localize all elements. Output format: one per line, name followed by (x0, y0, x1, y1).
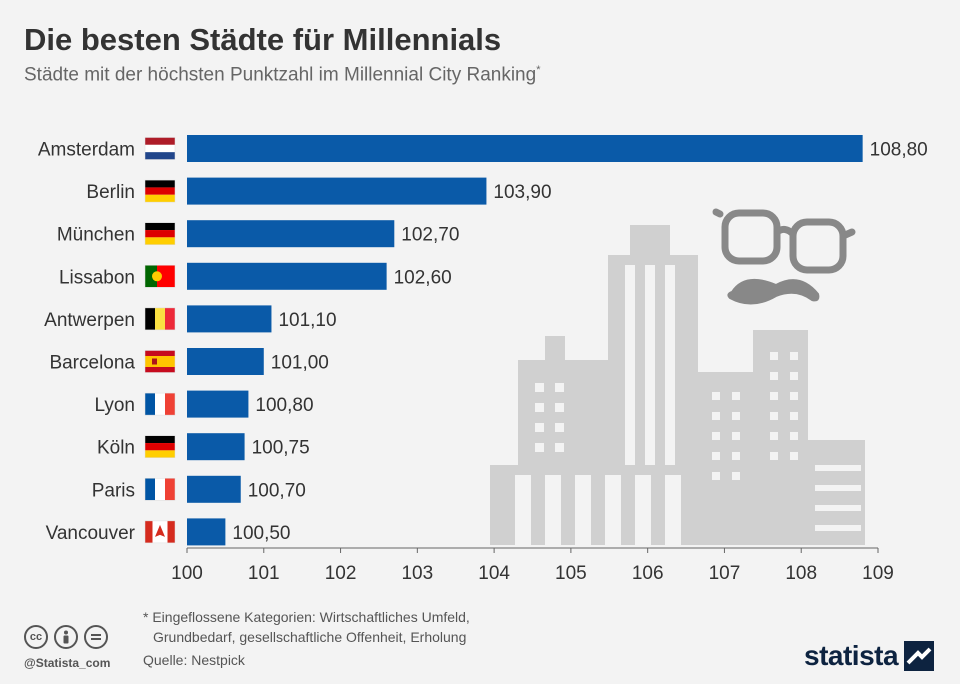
statista-logo[interactable]: statista (804, 640, 935, 672)
glasses-mustache-icon (712, 208, 856, 305)
no-derivatives-icon[interactable] (84, 625, 108, 649)
chart-title: Die besten Städte für Millennials (24, 22, 502, 57)
value-label: 100,75 (252, 438, 310, 459)
x-tick-label: 106 (632, 563, 664, 584)
category-label: Lyon (95, 395, 136, 416)
bar-paris (187, 475, 241, 503)
category-label: München (57, 225, 135, 246)
bar-berlin (187, 177, 487, 205)
x-tick-label: 102 (325, 563, 357, 584)
x-tick-label: 103 (401, 563, 433, 584)
flag-be-icon (144, 307, 176, 331)
value-label: 100,80 (255, 395, 313, 416)
category-label: Antwerpen (44, 310, 135, 331)
statista-handle[interactable]: @Statista_com (24, 656, 111, 670)
category-label: Paris (92, 480, 135, 501)
flag-fr-icon (144, 478, 176, 501)
x-tick-label: 105 (555, 563, 587, 584)
brand-wordmark: statista (804, 640, 899, 671)
bar-köln (187, 433, 245, 461)
attribution-icon[interactable] (54, 625, 78, 649)
value-label: 100,50 (232, 523, 290, 544)
flag-ca-icon (144, 520, 176, 544)
source-note: Quelle: Nestpick (143, 652, 245, 668)
category-label: Köln (97, 438, 135, 459)
bar-barcelona (187, 348, 264, 375)
brand-mark-icon (904, 641, 935, 671)
subtitle-text: Städte mit der höchsten Punktzahl im Mil… (24, 64, 537, 86)
flag-de-icon (144, 222, 176, 245)
bar-münchen (187, 220, 395, 248)
bar-antwerpen (187, 305, 272, 333)
bar-vancouver (187, 518, 226, 546)
value-label: 101,10 (278, 310, 336, 331)
flag-pt-icon (144, 265, 176, 288)
bar-amsterdam (187, 135, 863, 162)
x-axis-ticks: 100 101 102 103 104 105 106 107 108 109 (171, 547, 894, 584)
flag-de-icon (144, 179, 176, 203)
footnote-line-1: * Eingeflossene Kategorien: Wirtschaftli… (143, 609, 470, 625)
bar-lissabon (187, 262, 387, 290)
value-label: 102,70 (401, 225, 459, 246)
value-label: 101,00 (271, 353, 329, 374)
x-tick-label: 108 (785, 563, 817, 584)
flag-fr-icon (144, 392, 176, 416)
value-label: 100,70 (248, 480, 306, 501)
footnote-line-2: Grundbedarf, gesellschaftliche Offenheit… (153, 629, 467, 645)
value-label: 103,90 (493, 182, 551, 203)
bar-lyon (187, 390, 249, 418)
category-label: Vancouver (46, 523, 136, 544)
x-tick-label: 109 (862, 563, 894, 584)
footnote: * Eingeflossene Kategorien: Wirtschaftli… (143, 607, 470, 647)
bars-layer (187, 135, 863, 546)
license-icons: cc (24, 625, 108, 649)
chart-subtitle: Städte mit der höchsten Punktzahl im Mil… (24, 64, 540, 86)
flag-es-icon (144, 350, 176, 373)
x-tick-label: 100 (171, 563, 203, 584)
x-tick-label: 107 (709, 563, 741, 584)
category-label: Lissabon (59, 267, 135, 288)
x-tick-label: 104 (478, 563, 510, 584)
value-label: 108,80 (870, 140, 928, 161)
category-label: Berlin (86, 182, 135, 203)
flag-nl-icon (144, 137, 176, 160)
value-label: 102,60 (394, 267, 452, 288)
labels-layer: 108,80 Amsterdam 103,90 Berlin 102,70 München… (38, 140, 928, 544)
flag-de-icon (144, 435, 176, 458)
city-illustration (490, 225, 865, 545)
flags-layer (144, 137, 176, 544)
cc-icon[interactable]: cc (24, 625, 48, 649)
category-label: Barcelona (49, 353, 135, 374)
subtitle-footnote-mark: * (536, 64, 541, 76)
x-tick-label: 101 (248, 563, 280, 584)
category-label: Amsterdam (38, 140, 135, 161)
